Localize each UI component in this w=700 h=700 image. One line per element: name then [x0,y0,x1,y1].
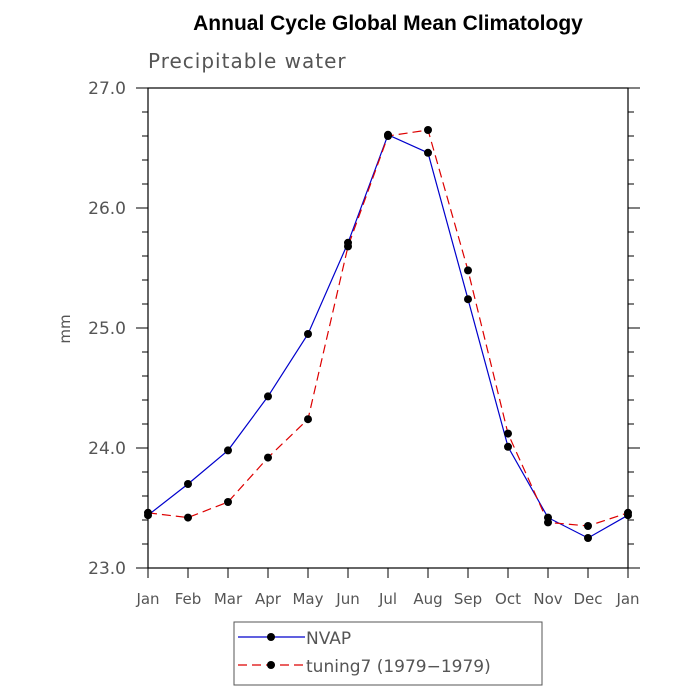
data-point [624,508,632,517]
x-tick-label: Nov [533,590,562,608]
data-point [464,295,472,304]
data-point [264,453,272,462]
y-axis-label: mm [56,314,74,343]
y-tick-label: 26.0 [88,199,126,219]
legend-label-tuning7: tuning7 (1979−1979) [306,657,491,677]
plot-frame [147,87,629,569]
data-point [504,429,512,438]
x-tick-label: Jul [378,590,397,608]
series-lines [147,129,629,539]
legend-marker-nvap [267,633,275,641]
legend: NVAP tuning7 (1979−1979) [233,621,543,686]
x-tick-label: Jan [135,590,159,608]
y-tick-labels: 23.0 24.0 25.0 26.0 27.0 [88,79,126,579]
x-tick-label: May [292,590,323,608]
data-point [544,518,552,527]
legend-label-nvap: NVAP [306,629,351,649]
data-point [344,242,352,251]
axis-ticks [136,87,640,578]
x-tick-label: Aug [413,590,442,608]
series-line-1 [147,129,629,527]
data-point [584,522,592,530]
x-tick-label: Jan [615,590,639,608]
y-tick-label: 24.0 [88,439,126,459]
y-tick-label: 23.0 [88,559,126,579]
data-point [184,513,192,522]
x-tick-label: Dec [573,590,602,608]
x-tick-labels: Jan Feb Mar Apr May Jun Jul Aug Sep Oct Nov Dec Jan [135,590,639,608]
chart-title: Annual Cycle Global Mean Climatology [193,12,583,35]
data-point [184,480,192,488]
x-tick-label: Jun [335,590,359,608]
x-tick-label: Apr [255,590,282,608]
data-point [224,446,232,455]
y-tick-label: 27.0 [88,79,126,99]
data-point [304,330,312,338]
data-point [504,442,512,451]
series-line-0 [147,133,629,539]
data-point [424,126,432,134]
data-point [224,498,232,506]
data-point [384,132,392,140]
data-point [144,508,152,517]
data-point [424,148,432,157]
data-point [304,415,312,424]
x-tick-label: Feb [175,590,202,608]
legend-marker-tuning7 [267,661,275,669]
x-tick-label: Sep [454,590,482,608]
x-tick-label: Oct [495,590,521,608]
x-tick-label: Mar [214,590,243,608]
legend-box [233,621,543,686]
data-point [464,266,472,275]
data-point [584,534,592,542]
series-points [144,126,632,542]
chart-subtitle: Precipitable water [148,49,347,73]
y-tick-label: 25.0 [88,319,126,339]
data-point [264,392,272,401]
